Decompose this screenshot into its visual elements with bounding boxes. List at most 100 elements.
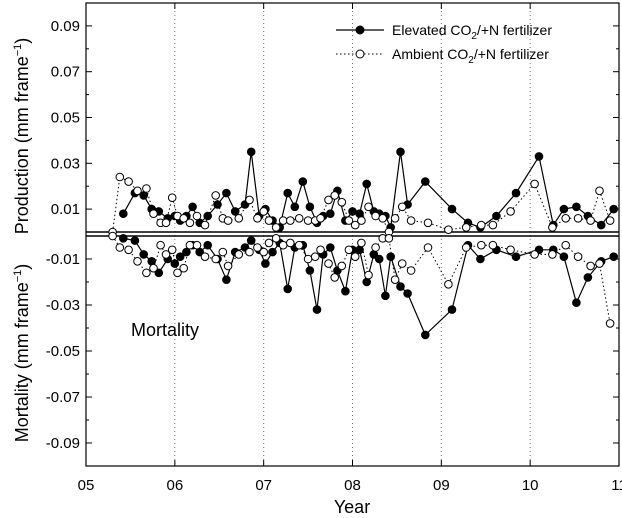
legend-ambient-suffix: /+N fertilizer [474,46,549,62]
axis-tick-labels: 0.01 0.03 0.05 0.07 0.09 -0.01 -0.03 -0.05 -0.07… [46,18,622,494]
series-0-production-point-11 [203,211,212,221]
y-bottom-tick-label-1: -0.03 [46,297,80,314]
series-1-production-point-23 [278,216,288,225]
series-1-mortality-point-52 [586,261,595,271]
series-1-production-point-8 [167,193,177,202]
series-0-production-point-21 [283,188,293,198]
series-0-production-point-16 [246,147,256,157]
y-title-mortality-close: ) [12,264,32,270]
series-1-mortality-point-21 [264,238,274,248]
legend-ambient-sub: 2 [468,55,474,66]
series-0-production-point-14 [230,207,240,216]
series-1-mortality-point-16 [223,261,233,271]
series-1-mortality-point-39 [390,275,400,285]
series-1-mortality-point-45 [477,240,486,250]
series-1-production-point-22 [271,223,281,232]
series-1-mortality-point-23 [278,240,288,250]
y-title-production-main: Production (mm frame [12,56,32,234]
legend-elevated-prefix: Elevated CO [392,22,471,38]
series-1-production-point-30 [330,191,340,200]
series-1-mortality-point-26 [303,254,313,264]
y-top-tick-label-0: 0.01 [51,201,80,218]
series-1-mortality-point-24 [286,238,295,248]
series-1-production-point-34 [357,216,366,225]
x-tick-label-1: 06 [166,477,183,494]
series-0-mortality-point-44 [511,252,521,262]
y-bottom-tick-label-3: -0.07 [46,389,80,406]
series-1-production-point-50 [561,214,571,223]
series-1-production-point-12 [192,211,202,221]
series-0-mortality-point-1 [130,236,140,245]
series-0-production-point-50 [596,220,606,230]
y-bottom-tick-label-2: -0.05 [46,343,80,360]
series-1-mortality-point-34 [357,238,366,248]
series-1-production-point-53 [595,186,604,196]
series-1-production-point-32 [344,216,354,225]
y-axis-title-production: Production (mm frame−1) [12,38,32,235]
series-1-mortality-point-30 [330,273,340,282]
series-1-production-point-54 [605,216,615,225]
series-0-mortality-point-37 [396,282,405,291]
panel-dividers [86,231,619,237]
series-1-mortality-point-17 [234,250,244,259]
y-bottom-tick-label-0: -0.01 [46,251,80,268]
series-0-mortality-point-0 [119,234,128,243]
series-1-production-point-25 [294,214,304,223]
series-0-production-point-47 [559,204,569,214]
series-0-mortality-point-24 [305,266,315,275]
series-1-mortality-point-40 [397,259,407,268]
legend-marker-elevated [355,25,365,35]
series-1-mortality-point-5 [149,263,158,273]
series-0-production-point-13 [222,188,231,198]
series-1-production-point-48 [530,179,539,189]
legend-elevated-suffix: /+N fertilizer [477,22,552,38]
series-0-mortality-point-13 [222,275,231,285]
axis-ticks [85,3,620,466]
series-0-production-point-27 [326,209,335,218]
series-1-production-point-52 [586,216,595,225]
series-0-mortality-point-34 [374,254,384,264]
series-0-mortality-point-39 [421,330,430,340]
series-1-production-point-28 [316,214,325,223]
series-1-production-point-49 [548,223,557,232]
x-tick-label-4: 09 [433,477,450,494]
series-1-mortality-point-36 [371,243,380,252]
series-1-mortality-point-51 [573,252,583,262]
series-1-production-point-2 [124,177,133,186]
series-1-mortality-point-3 [133,257,142,266]
series-0-mortality-point-35 [381,291,390,301]
series-1-production-point-16 [223,216,233,225]
series-1-mortality-point-0 [108,231,117,241]
legend-label-elevated: Elevated CO2/+N fertilizer [392,22,552,42]
series-1-mortality-point-49 [548,250,557,259]
y-top-tick-label-2: 0.05 [51,110,80,127]
series-1-production-point-40 [397,202,407,212]
series-0-mortality-point-27 [326,243,335,252]
series-0-production-point-22 [290,202,300,212]
series-0-production-point-12 [213,200,222,209]
series-1-mortality-point-7 [161,250,171,259]
series-0-production-point-44 [511,188,521,198]
series-1-production-point-36 [371,211,380,221]
y-top-tick-label-1: 0.03 [51,155,80,172]
series-1-mortality-point-43 [444,280,453,289]
series-0-production-point-30 [348,207,357,216]
series-1 [108,172,615,328]
series-1-mortality-point-33 [350,252,360,262]
series-1-mortality-point-1 [115,243,125,252]
series-1-mortality-point-35 [364,270,373,280]
series-1-production-point-4 [142,184,151,193]
series-1-production-point-3 [133,186,142,196]
series-1-production-point-33 [350,220,360,230]
series-1-production-point-18 [245,195,254,205]
series-0-production-point-45 [534,152,544,161]
series-1-mortality-point-8 [167,245,177,255]
x-tick-label-0: 05 [78,477,95,494]
series-1-production-point-5 [149,209,158,218]
series-1-production-point-37 [378,214,388,223]
x-tick-label-5: 10 [522,477,539,494]
series-1-mortality-point-48 [530,250,539,259]
series-1-production-point-39 [390,214,400,223]
legend-elevated-sub: 2 [471,31,477,42]
series-0-production-point-32 [362,179,372,189]
